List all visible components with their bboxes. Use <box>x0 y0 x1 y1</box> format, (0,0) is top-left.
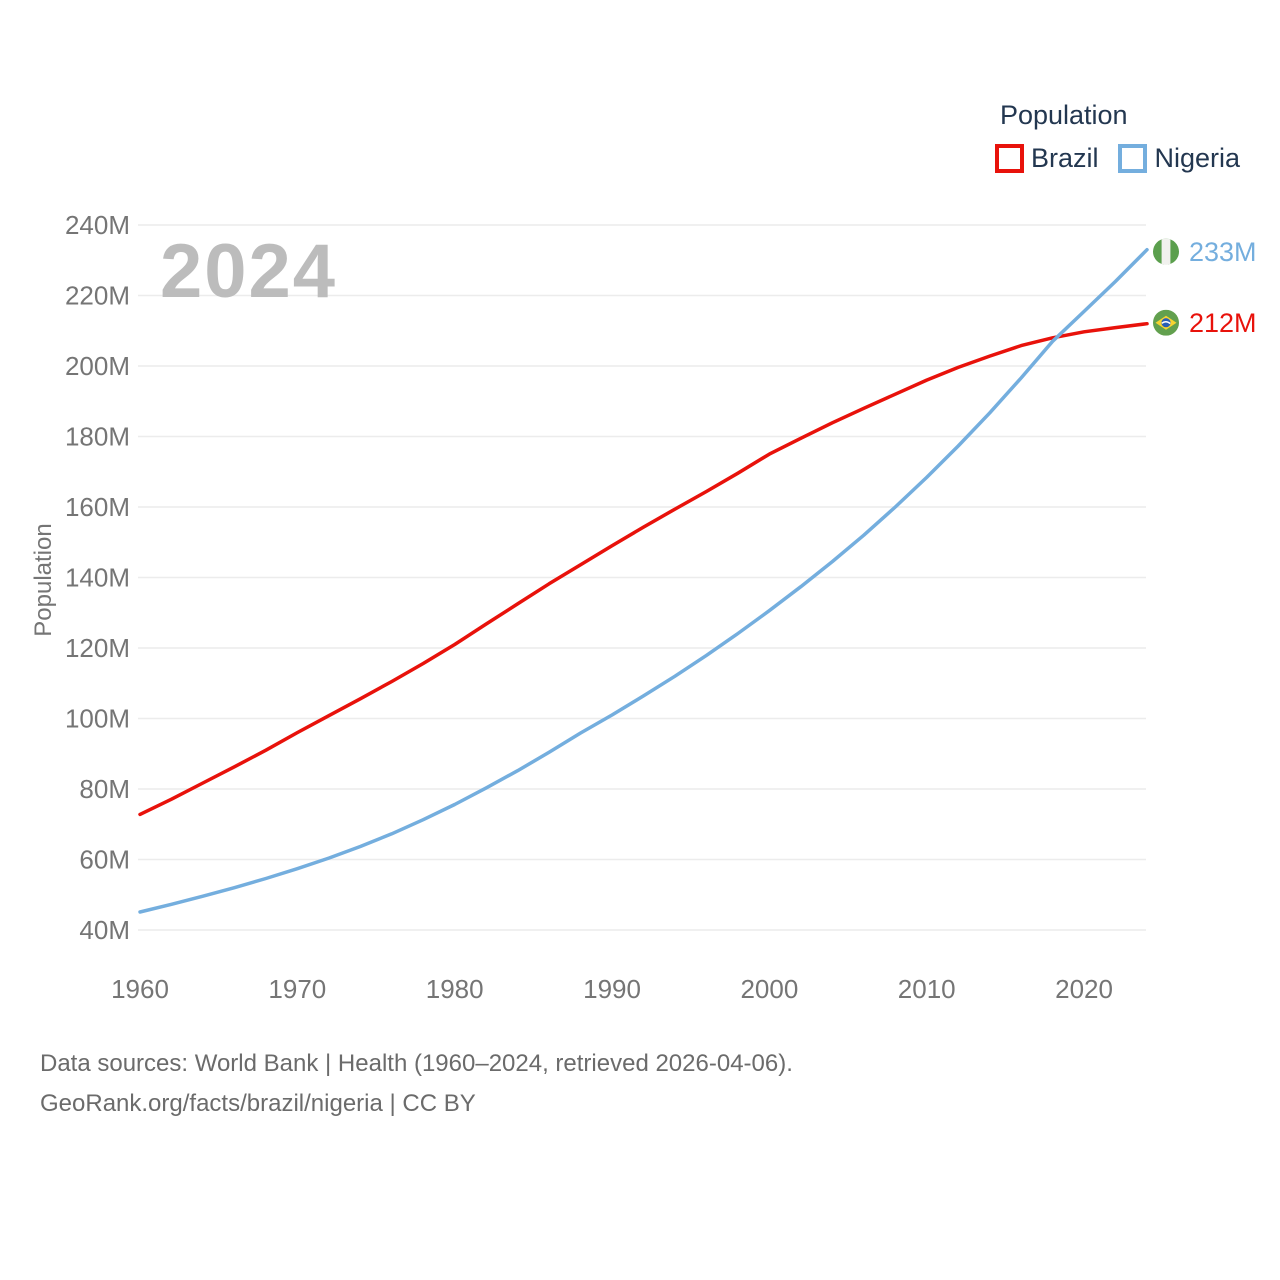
axis-ticks: 40M 60M 80M 100M 120M 140M 160M 180M 200M 220M 240… <box>65 210 1113 1004</box>
legend-label-brazil: Brazil <box>1030 143 1099 173</box>
legend-title: Population <box>999 100 1128 130</box>
legend-label-nigeria: Nigeria <box>1154 143 1240 173</box>
brazil-flag-icon <box>1153 309 1179 336</box>
y-tick-80M: 80M <box>79 774 130 804</box>
y-tick-40M: 40M <box>79 915 130 945</box>
y-axis-title: Population <box>30 523 57 637</box>
legend-items: Brazil Nigeria <box>994 143 1240 174</box>
x-tick-2000: 2000 <box>740 974 798 1004</box>
footer: Data sources: World Bank | Health (1960–… <box>40 1044 793 1124</box>
legend-swatch-nigeria <box>1118 144 1148 173</box>
nigeria-end-value-label: 233M <box>1189 237 1257 267</box>
brazil-end-value-label: 212M <box>1189 308 1257 338</box>
y-tick-180M: 180M <box>65 422 130 452</box>
y-tick-100M: 100M <box>65 704 130 734</box>
footer-source-line: Data sources: World Bank | Health (1960–… <box>40 1050 793 1077</box>
legend-item-nigeria[interactable]: Nigeria <box>1118 143 1240 174</box>
y-tick-120M: 120M <box>65 633 130 663</box>
x-tick-1960: 1960 <box>111 974 169 1004</box>
x-tick-1990: 1990 <box>583 974 641 1004</box>
gridlines <box>138 224 1146 931</box>
nigeria-flag-icon <box>1153 238 1179 265</box>
series-line-brazil[interactable] <box>138 321 1149 817</box>
y-tick-160M: 160M <box>65 492 130 522</box>
y-tick-140M: 140M <box>65 563 130 593</box>
watermark-year: 2024 <box>160 229 338 314</box>
y-tick-200M: 200M <box>65 351 130 381</box>
y-tick-220M: 220M <box>65 281 130 311</box>
y-tick-60M: 60M <box>79 845 130 875</box>
x-tick-2020: 2020 <box>1055 974 1113 1004</box>
legend-swatch-brazil <box>994 144 1024 173</box>
population-line-chart: 40M 60M 80M 100M 120M 140M 160M 180M 200M 220M 240… <box>65 210 1257 1004</box>
chart-legend: Population Brazil Nigeria <box>994 100 1240 174</box>
footer-attribution-line: GeoRank.org/facts/brazil/nigeria | CC BY <box>40 1090 476 1117</box>
y-tick-240M: 240M <box>65 210 130 240</box>
series-line-nigeria[interactable] <box>138 247 1149 914</box>
x-tick-2010: 2010 <box>898 974 956 1004</box>
x-tick-1980: 1980 <box>426 974 484 1004</box>
x-tick-1970: 1970 <box>268 974 326 1004</box>
legend-item-brazil[interactable]: Brazil <box>994 143 1099 174</box>
